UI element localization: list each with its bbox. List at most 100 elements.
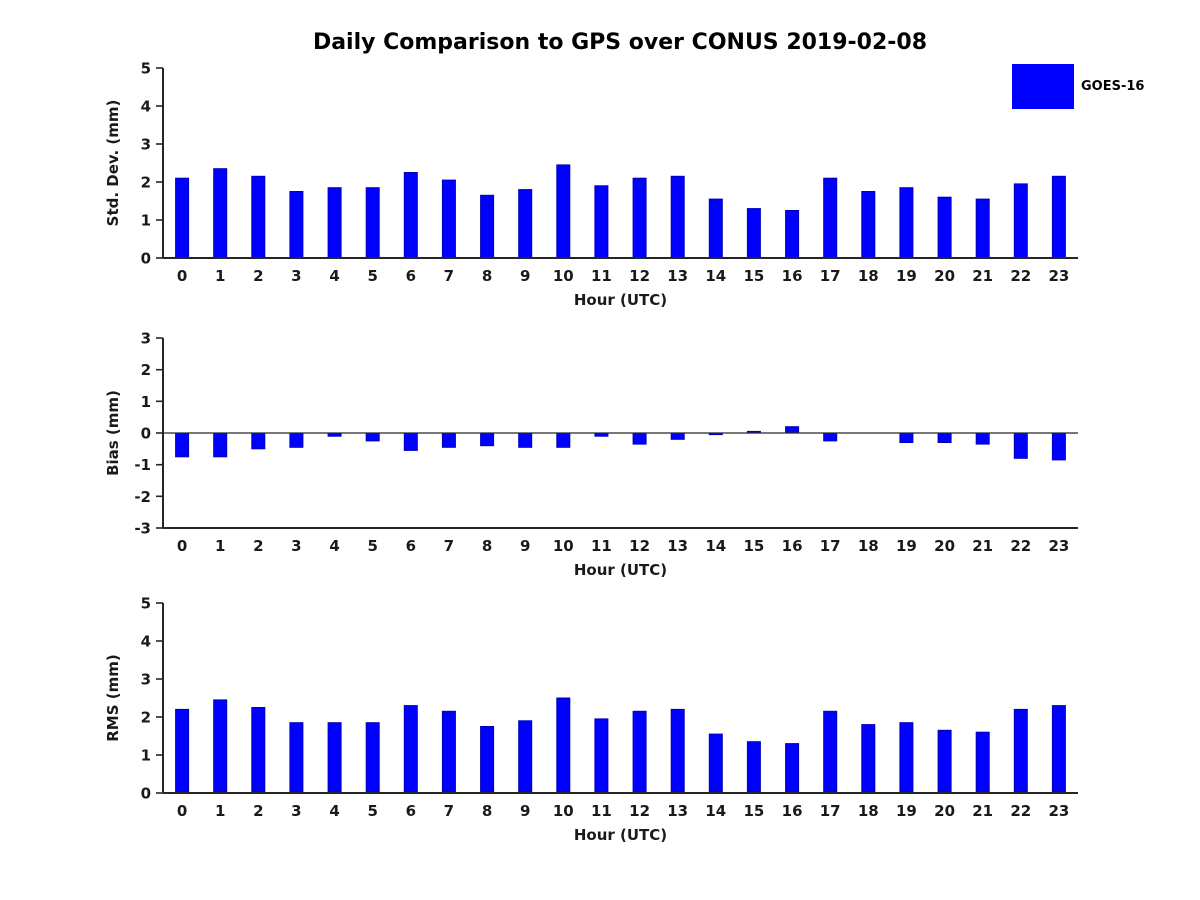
x-tick-label: 9: [520, 267, 530, 285]
x-tick-label: 19: [896, 267, 917, 285]
legend: GOES-16: [1012, 64, 1144, 109]
x-tick-label: 21: [972, 267, 993, 285]
bar: [556, 164, 571, 259]
x-tick-label: 17: [820, 802, 841, 820]
bar: [327, 187, 342, 259]
x-tick-label: 20: [934, 802, 955, 820]
bar: [899, 722, 914, 794]
x-tick-label: 11: [591, 537, 612, 555]
x-tick-label: 7: [444, 802, 454, 820]
x-tick-label: 1: [215, 537, 225, 555]
bar: [403, 705, 418, 794]
bar: [175, 432, 190, 458]
y-tick-label: 1: [141, 212, 151, 230]
x-axis-label: Hour (UTC): [574, 826, 667, 844]
bar: [899, 432, 914, 443]
bar: [518, 432, 533, 448]
x-tick-label: 19: [896, 802, 917, 820]
x-tick-label: 4: [329, 802, 339, 820]
x-tick-label: 0: [177, 802, 187, 820]
x-tick-label: 6: [406, 802, 416, 820]
bar: [213, 168, 228, 259]
bar: [403, 172, 418, 259]
x-tick-label: 12: [629, 537, 650, 555]
y-axis-label: RMS (mm): [104, 654, 122, 741]
bar: [1051, 432, 1066, 461]
y-tick-label: 2: [141, 709, 151, 727]
subplot-stddev: 0 1 2 3 4 5 0 1 2 3 4 5 6 7 8 9 10 11 12 13 14 15 16 17 18 19 20 21…: [0, 53, 1200, 313]
bar: [861, 191, 876, 259]
bar: [403, 432, 418, 451]
x-tick-label: 6: [406, 537, 416, 555]
bar: [937, 729, 952, 794]
x-tick-label: 14: [705, 267, 726, 285]
x-tick-label: 8: [482, 537, 492, 555]
bar: [441, 432, 456, 448]
x-tick-label: 22: [1010, 537, 1031, 555]
bar: [251, 432, 266, 450]
x-tick-label: 7: [444, 537, 454, 555]
bar: [975, 731, 990, 794]
bar: [670, 175, 685, 259]
x-tick-label: 4: [329, 267, 339, 285]
y-tick-label: -3: [134, 520, 151, 538]
y-tick-label: 0: [141, 785, 151, 803]
bar: [708, 198, 723, 259]
x-tick-label: 0: [177, 537, 187, 555]
bar: [594, 185, 609, 259]
bar: [785, 426, 800, 434]
bar: [1051, 175, 1066, 259]
bar: [975, 432, 990, 445]
y-tick-label: 5: [141, 595, 151, 613]
y-tick-label: 5: [141, 60, 151, 78]
x-tick-label: 0: [177, 267, 187, 285]
x-tick-label: 16: [782, 267, 803, 285]
x-tick-label: 5: [367, 267, 377, 285]
bar: [632, 710, 647, 794]
bar: [251, 707, 266, 794]
bar: [365, 187, 380, 259]
bar: [175, 708, 190, 794]
x-tick-label: 16: [782, 802, 803, 820]
subplot-bias: -3 -2 -1 0 1 2 3 0 1 2 3 4 5 6 7 8 9 10 11 12 13 14 15 16 17 18 19…: [0, 323, 1200, 583]
bar: [441, 179, 456, 259]
y-tick-label: 0: [141, 425, 151, 443]
bar: [518, 720, 533, 794]
x-tick-label: 1: [215, 267, 225, 285]
x-tick-label: 2: [253, 267, 263, 285]
bar: [441, 710, 456, 794]
x-tick-label: 18: [858, 537, 879, 555]
x-tick-label: 2: [253, 537, 263, 555]
x-tick-label: 15: [743, 802, 764, 820]
x-tick-label: 11: [591, 802, 612, 820]
bar: [785, 743, 800, 794]
x-tick-label: 13: [667, 267, 688, 285]
bar: [708, 733, 723, 794]
bar: [899, 187, 914, 259]
bar: [251, 175, 266, 259]
x-tick-label: 12: [629, 802, 650, 820]
bar: [937, 196, 952, 259]
x-tick-label: 7: [444, 267, 454, 285]
x-tick-label: 23: [1048, 537, 1069, 555]
bar: [670, 708, 685, 794]
x-tick-label: 23: [1048, 802, 1069, 820]
x-tick-label: 5: [367, 537, 377, 555]
bar: [785, 210, 800, 259]
bar: [518, 189, 533, 259]
bar: [975, 198, 990, 259]
bar: [746, 208, 761, 259]
x-tick-label: 3: [291, 267, 301, 285]
bar: [480, 726, 495, 794]
x-tick-label: 23: [1048, 267, 1069, 285]
bar: [1013, 432, 1028, 459]
x-tick-label: 22: [1010, 802, 1031, 820]
bar: [861, 724, 876, 794]
x-tick-label: 21: [972, 537, 993, 555]
x-axis-label: Hour (UTC): [574, 291, 667, 309]
y-axis-label: Std. Dev. (mm): [104, 100, 122, 227]
bar: [594, 718, 609, 794]
bar: [556, 432, 571, 448]
y-tick-label: 3: [141, 330, 151, 348]
y-tick-label: 3: [141, 671, 151, 689]
